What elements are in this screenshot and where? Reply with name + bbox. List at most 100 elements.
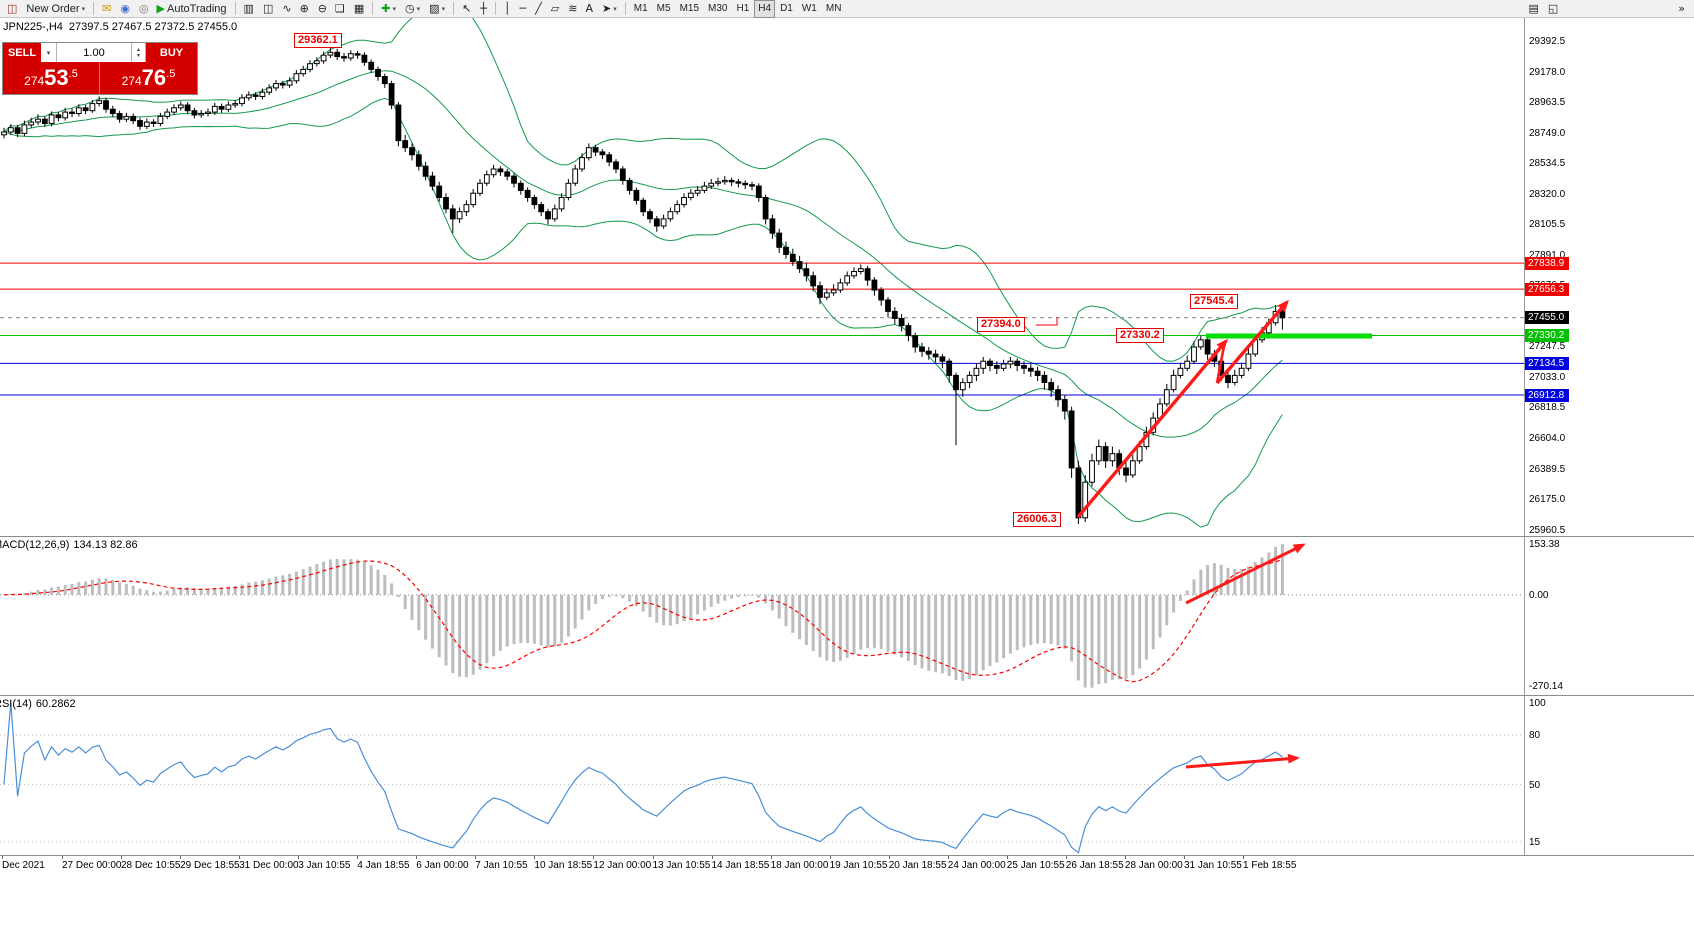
new-order-button[interactable]: New Order ▾ — [22, 0, 89, 18]
candlestick-chart-icon-glyph: ◫ — [262, 2, 274, 15]
chart-list-icon-glyph: ▤ — [1528, 2, 1539, 15]
rsi-axis[interactable]: 100 80 50 15 — [1524, 696, 1569, 855]
autotrading-button[interactable]: ▶ AutoTrading — [153, 0, 231, 18]
tf-w1[interactable]: W1 — [798, 0, 821, 18]
price-tick-label: 29392.5 — [1529, 36, 1566, 47]
tile-windows-icon[interactable]: ❏ — [331, 0, 349, 18]
vertical-line-icon[interactable]: │ — [500, 0, 515, 18]
macd-axis-label: 153.38 — [1529, 539, 1560, 551]
time-tick — [180, 856, 182, 859]
horizontal-line-icon[interactable]: ─ — [516, 0, 531, 18]
search-icon[interactable]: ◎ — [135, 0, 153, 18]
buy-button[interactable]: BUY — [146, 43, 197, 62]
time-tick-label: 27 Dec 00:00 — [62, 860, 122, 871]
volume-input[interactable] — [57, 43, 131, 62]
panel-separator[interactable] — [0, 695, 1694, 696]
cursor-icon[interactable]: ↖ — [458, 0, 475, 18]
time-tick-label: 20 Jan 18:55 — [888, 860, 947, 871]
arrange-windows-icon[interactable]: ▦ — [350, 0, 368, 18]
time-tick-label: 1 Feb 18:55 — [1243, 860, 1297, 871]
tf-h1[interactable]: H1 — [732, 0, 753, 18]
tf-m5[interactable]: M5 — [653, 0, 675, 18]
sell-price[interactable]: 274 53.5 — [3, 62, 100, 94]
rsi-value: 60.2862 — [35, 698, 76, 710]
price-annotation-label[interactable]: 27330.2 — [1116, 328, 1164, 343]
rsi-chart — [0, 702, 1524, 854]
tf-h4[interactable]: H4 — [754, 0, 776, 18]
chart-list-icon[interactable]: ▤ — [1524, 0, 1542, 18]
channel-icon-glyph: ▱ — [550, 2, 560, 15]
macd-panel[interactable]: MACD(12,26,9) 134.13 82.86 153.38 0.00 -270… — [0, 537, 1694, 695]
line-chart-icon[interactable]: ∿ — [278, 0, 295, 18]
period-icon[interactable]: ◷ ▾ — [401, 0, 424, 18]
channel-icon[interactable]: ▱ — [547, 0, 563, 18]
new-order-chart-icon[interactable]: ◫ — [3, 0, 21, 18]
time-axis[interactable]: Dec 2021 27 Dec 00:00 28 Dec 10:55 29 Dec 1… — [0, 856, 1694, 874]
price-line-label: 27134.5 — [1525, 356, 1569, 370]
macd-axis-label: 0.00 — [1529, 589, 1549, 601]
mail-icon[interactable]: ✉ — [98, 0, 115, 18]
price-annotation-label[interactable]: 27394.0 — [977, 317, 1025, 332]
tf-d1[interactable]: D1 — [776, 0, 797, 18]
toolbar-button-label: H4 — [758, 3, 772, 14]
price-annotation-label[interactable]: 26006.3 — [1013, 512, 1061, 527]
volume-dropdown[interactable]: ▾ — [41, 43, 57, 62]
volume-stepper[interactable]: ▴ ▾ — [131, 43, 146, 62]
main-chart-panel[interactable]: JPN225-,H4 27397.5 27467.5 27372.5 27455.… — [0, 18, 1694, 536]
tf-m15[interactable]: M15 — [676, 0, 703, 18]
arrow-tool-icon[interactable]: ➤ ▾ — [598, 0, 621, 18]
cursor-icon-glyph: ↖ — [462, 2, 472, 15]
template-icon[interactable]: ▨ ▾ — [425, 0, 449, 18]
symbol-name: JPN225-,H4 — [3, 21, 63, 33]
docking-icon[interactable]: ◱ — [1544, 0, 1562, 18]
time-tick-label: 10 Jan 18:55 — [534, 860, 593, 871]
macd-label: MACD(12,26,9) 134.13 82.86 — [0, 539, 142, 551]
time-tick-label: 6 Jan 00:00 — [416, 860, 469, 871]
time-tick — [888, 856, 890, 859]
time-tick-label: 18 Jan 00:00 — [770, 860, 829, 871]
current-price-label: 27455.0 — [1525, 311, 1569, 325]
sell-button[interactable]: SELL — [3, 43, 41, 62]
text-tool-icon[interactable]: A — [581, 0, 597, 18]
price-axis[interactable]: 29392.5 29178.0 28963.5 28749.0 28534.5 28320… — [1524, 18, 1569, 536]
sell-price-prefix: 274 — [24, 74, 45, 88]
candlestick-chart-icon[interactable]: ◫ — [259, 0, 277, 18]
fibonacci-icon[interactable]: ≋ — [564, 0, 581, 18]
tf-m30[interactable]: M30 — [704, 0, 731, 18]
buy-price[interactable]: 274 76.5 — [100, 62, 197, 94]
panel-separator[interactable] — [0, 855, 1694, 856]
price-tick-label: 28320.0 — [1529, 188, 1566, 200]
macd-axis[interactable]: 153.38 0.00 -270.14 — [1524, 537, 1569, 695]
rsi-panel[interactable]: RSI(14)60.2862 100 80 50 15 — [0, 696, 1694, 855]
price-tick-label: 28534.5 — [1529, 158, 1566, 170]
tf-mn[interactable]: MN — [822, 0, 846, 18]
crosshair-icon[interactable]: ┼ — [476, 0, 491, 18]
zoom-out-icon[interactable]: ⊖ — [314, 0, 331, 18]
bar-chart-icon[interactable]: ▥ — [240, 0, 258, 18]
new-chart-icon[interactable]: ✚ ▾ — [377, 0, 400, 18]
candlestick-chart[interactable] — [0, 18, 1524, 536]
dropdown-caret-icon: ▾ — [392, 5, 397, 13]
toolbar-group: ✉ ◉ ◎ — [98, 0, 152, 18]
rsi-axis-label: 50 — [1529, 779, 1541, 791]
stepper-up-icon[interactable]: ▴ — [136, 46, 140, 53]
community-icon[interactable]: ◉ — [116, 0, 134, 18]
toolbar-button-label: W1 — [801, 3, 817, 14]
rsi-axis-label: 15 — [1529, 836, 1541, 848]
time-tick-label: 19 Jan 10:55 — [829, 860, 888, 871]
docking-icon-glyph: ◱ — [1547, 2, 1559, 15]
mail-icon-glyph: ✉ — [102, 2, 112, 15]
toolbar-overflow-icon[interactable]: » — [1674, 0, 1689, 18]
new-order-chart-icon-glyph: ◫ — [7, 2, 18, 15]
panel-separator[interactable] — [0, 536, 1694, 537]
tf-m1[interactable]: M1 — [630, 0, 652, 18]
price-annotation-label[interactable]: 29362.1 — [294, 33, 342, 48]
price-tick-label: 27891.0 — [1529, 249, 1566, 261]
toolbar-button-label: M30 — [708, 3, 728, 14]
trendline-icon[interactable]: ╱ — [531, 0, 546, 18]
price-annotation-label[interactable]: 27545.4 — [1190, 294, 1238, 309]
zoom-in-icon[interactable]: ⊕ — [296, 0, 313, 18]
stepper-down-icon[interactable]: ▾ — [136, 52, 140, 59]
horizontal-level-lines[interactable] — [0, 262, 1524, 396]
